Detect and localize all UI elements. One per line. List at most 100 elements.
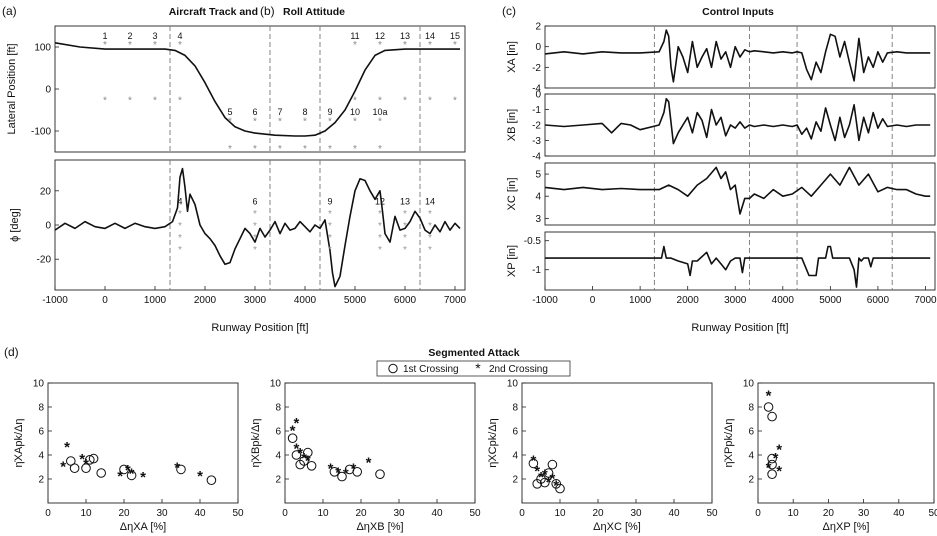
xtick-label-xp: 5000 bbox=[819, 295, 842, 306]
ylabel-lateral: Lateral Position [ft] bbox=[6, 43, 18, 134]
axes-xp: -1 -0.5 -1000 0 1000 2000 3000 4000 5000 6000 7000 bbox=[524, 231, 937, 306]
marker-label: 9 bbox=[327, 107, 332, 117]
marker-label: 12 bbox=[375, 196, 385, 206]
ytick-label-xp: -1 bbox=[532, 265, 541, 276]
marker-label: 8 bbox=[302, 107, 307, 117]
marker-star: * bbox=[303, 117, 307, 128]
ytick-label-d_xp: 4 bbox=[748, 451, 754, 462]
point-second-crossing: * bbox=[125, 462, 131, 479]
legend-circle-marker bbox=[388, 363, 398, 374]
marker-star: * bbox=[378, 144, 382, 155]
marker-star: * bbox=[328, 233, 332, 244]
xtick-label-d_xc: 40 bbox=[668, 508, 680, 519]
ytick-label-xb: -3 bbox=[532, 136, 541, 147]
xlabel-runway-c: Runway Position [ft] bbox=[691, 322, 788, 334]
ytick-label-xa: 2 bbox=[535, 22, 541, 33]
marker-star: * bbox=[178, 245, 182, 256]
marker-star: * bbox=[428, 40, 432, 51]
marker-star: * bbox=[253, 209, 257, 220]
axes-lateral: -10001001**2**3**4**11**12**13**14**15**… bbox=[31, 25, 466, 155]
marker-star: * bbox=[403, 245, 407, 256]
xtick-label-xp: 7000 bbox=[914, 295, 937, 306]
ytick-label-xb: -4 bbox=[532, 152, 541, 163]
xtick-label-d_xb: 20 bbox=[355, 508, 367, 519]
ytick-label-xc: 5 bbox=[535, 170, 541, 181]
point-second-crossing: * bbox=[546, 474, 552, 491]
xtick-label-xp: -1000 bbox=[532, 295, 558, 306]
ytick-label-xb: -1 bbox=[532, 105, 541, 116]
ytick-label-xb: -2 bbox=[532, 121, 541, 132]
point-first-crossing bbox=[543, 468, 554, 478]
marker-star: * bbox=[428, 221, 432, 232]
marker-star: * bbox=[378, 233, 382, 244]
series-line-xa bbox=[544, 29, 931, 83]
marker-star: * bbox=[303, 144, 307, 155]
xtick-label-d_xb: 50 bbox=[469, 508, 481, 519]
xtick-label-xp: 4000 bbox=[772, 295, 795, 306]
xtick-label-phi: 0 bbox=[102, 295, 108, 306]
marker-star: * bbox=[403, 96, 407, 107]
marker-star: * bbox=[128, 40, 132, 51]
point-first-crossing bbox=[303, 447, 313, 458]
marker-label: 9 bbox=[327, 196, 332, 206]
xtick-label-xp: 0 bbox=[590, 295, 596, 306]
point-first-crossing bbox=[306, 461, 317, 471]
marker-star: * bbox=[453, 40, 457, 51]
ytick-label-xa: -4 bbox=[532, 84, 541, 95]
point-second-crossing: * bbox=[140, 469, 146, 486]
ytick-label-d_xc: 6 bbox=[512, 427, 518, 438]
xtick-label-d_xb: 40 bbox=[431, 508, 443, 519]
ytick-label-phi: 20 bbox=[40, 186, 52, 197]
xtick-label-d_xp: 0 bbox=[755, 508, 761, 519]
xtick-label-d_xp: 40 bbox=[893, 508, 905, 519]
xtick-label-d_xa: 50 bbox=[232, 508, 244, 519]
point-first-crossing bbox=[767, 459, 777, 470]
marker-star: * bbox=[228, 144, 232, 155]
series-line-xb bbox=[544, 97, 931, 145]
point-first-crossing bbox=[767, 453, 777, 464]
point-first-crossing bbox=[287, 433, 298, 444]
point-first-crossing bbox=[767, 411, 777, 422]
marker-star: * bbox=[353, 96, 357, 107]
ytick-label-d_xp: 10 bbox=[743, 379, 755, 390]
xlabel-d_xc: ΔηXC [%] bbox=[593, 521, 641, 533]
point-second-crossing: * bbox=[117, 468, 123, 485]
point-first-crossing bbox=[375, 469, 385, 480]
ylabel-d_xa: η̇XApk/Δη bbox=[13, 419, 25, 468]
xtick-label-phi: 1000 bbox=[144, 295, 167, 306]
ytick-label-d_xa: 6 bbox=[38, 427, 44, 438]
xtick-label-d_xp: 30 bbox=[858, 508, 870, 519]
xtick-label-d_xa: 40 bbox=[194, 508, 206, 519]
xtick-label-phi: 6000 bbox=[394, 295, 417, 306]
point-first-crossing bbox=[81, 463, 91, 474]
point-first-crossing bbox=[767, 469, 777, 480]
marker-label: 14 bbox=[425, 31, 435, 41]
legend-star-marker: * bbox=[475, 360, 481, 376]
axes-frame-d_xp bbox=[757, 382, 935, 504]
marker-star: * bbox=[278, 144, 282, 155]
point-second-crossing: * bbox=[293, 415, 299, 432]
xlabel-d_xb: ΔηXB [%] bbox=[356, 521, 403, 533]
series-line-phi bbox=[54, 167, 461, 288]
marker-star: * bbox=[328, 245, 332, 256]
ytick-label-d_xb: 10 bbox=[270, 379, 282, 390]
axes-xa: -4 -2 0 2 bbox=[532, 22, 936, 95]
point-second-crossing: * bbox=[328, 461, 334, 478]
legend-box bbox=[376, 360, 571, 377]
point-second-crossing: * bbox=[549, 470, 555, 487]
xlabel-runway-ab: Runway Position [ft] bbox=[211, 322, 308, 334]
point-second-crossing: * bbox=[64, 439, 70, 456]
marker-label: 10 bbox=[350, 107, 360, 117]
xlabel-d_xp: ΔηXP [%] bbox=[823, 521, 870, 533]
marker-star: * bbox=[153, 96, 157, 107]
xtick-label-phi: -1000 bbox=[42, 295, 68, 306]
point-second-crossing: * bbox=[553, 478, 559, 495]
point-first-crossing bbox=[96, 468, 106, 478]
point-first-crossing bbox=[291, 450, 302, 460]
marker-label: 2 bbox=[127, 31, 132, 41]
axes-frame-d_xc bbox=[521, 382, 713, 504]
point-second-crossing: * bbox=[197, 468, 203, 485]
ytick-label-d_xc: 2 bbox=[512, 475, 518, 486]
point-second-crossing: * bbox=[129, 466, 135, 483]
legend-second-crossing: 2nd Crossing bbox=[489, 364, 548, 375]
